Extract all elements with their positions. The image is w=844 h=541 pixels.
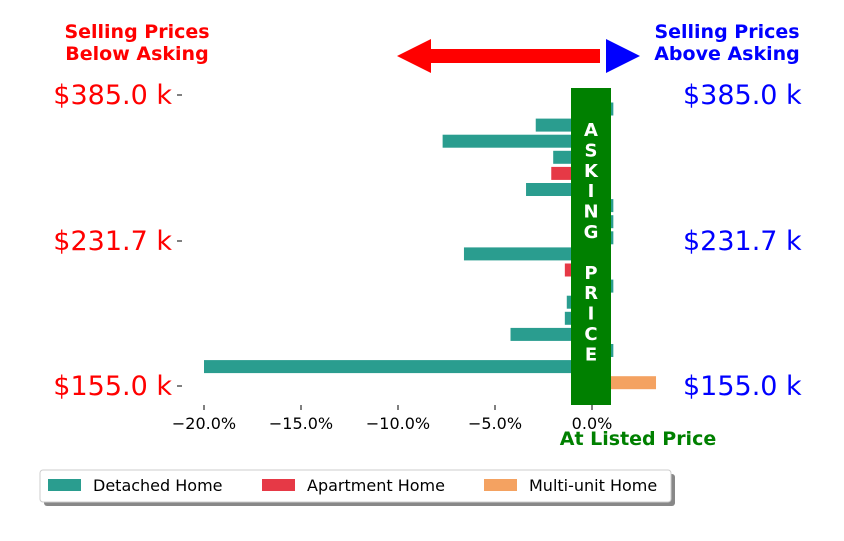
x-tick-label: −20.0% <box>172 414 236 433</box>
bar-detached-home <box>204 360 592 374</box>
above-asking-title-line2: Above Asking <box>654 43 800 65</box>
asking-price-letter: A <box>584 120 598 141</box>
legend: Detached Home Apartment Home Multi-unit Ho… <box>39 469 675 506</box>
legend-label: Detached Home <box>93 476 223 495</box>
asking-price-letter: N <box>583 202 598 223</box>
asking-price-letter: R <box>584 283 598 304</box>
asking-price-letter: G <box>584 222 599 243</box>
legend-swatch <box>48 479 81 491</box>
legend-box <box>39 469 672 503</box>
y-tick-label-left: $155.0 k <box>53 371 172 402</box>
below-asking-title-line1: Selling Prices <box>64 21 209 43</box>
x-tick-label: −5.0% <box>468 414 522 433</box>
asking-price-letter: E <box>585 344 597 365</box>
y-tick-label-left: $385.0 k <box>53 80 172 111</box>
y-tick-label-right: $385.0 k <box>683 80 802 111</box>
right-arrow-icon <box>606 39 640 73</box>
legend-label: Multi-unit Home <box>529 476 657 495</box>
bar-detached-home <box>463 247 592 261</box>
asking-price-letter: S <box>585 140 598 161</box>
asking-price-letter: I <box>588 181 595 202</box>
asking-price-letter: C <box>584 324 597 345</box>
legend-swatch <box>262 479 295 491</box>
x-tick-label: −10.0% <box>366 414 430 433</box>
y-tick-label-right: $231.7 k <box>683 226 802 257</box>
asking-price-letter: K <box>584 161 599 182</box>
asking-price-band <box>571 88 611 405</box>
bar-detached-home <box>442 134 592 148</box>
y-tick-label-left: $231.7 k <box>53 226 172 257</box>
x-tick-label: 0.0% <box>572 414 613 433</box>
asking-price-letter: P <box>584 263 597 284</box>
y-tick-label-right: $155.0 k <box>683 371 802 402</box>
left-arrow-icon <box>397 39 600 73</box>
at-listed-price-label: At Listed Price <box>560 428 716 450</box>
legend-label: Apartment Home <box>307 476 445 495</box>
above-asking-title-line1: Selling Prices <box>654 21 799 43</box>
below-asking-title-line2: Below Asking <box>65 43 208 65</box>
legend-swatch <box>484 479 517 491</box>
x-tick-label: −15.0% <box>269 414 333 433</box>
asking-price-letter: I <box>588 304 595 325</box>
